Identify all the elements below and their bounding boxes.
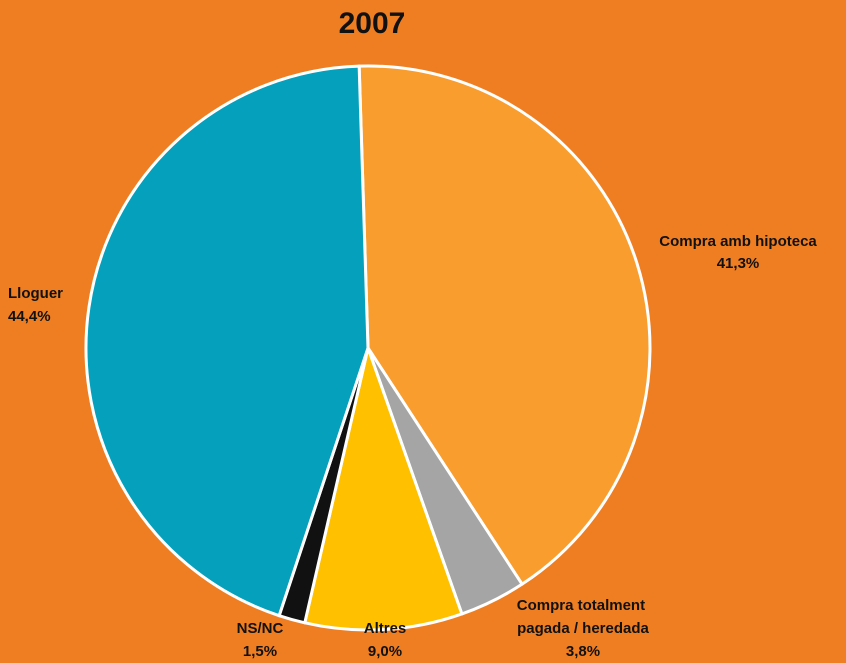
pie-slice-altres — [303, 346, 464, 632]
pie-slices — [84, 64, 652, 632]
slice-label-compra-amb-hipoteca-value: 41,3% — [717, 255, 760, 272]
slice-label-compra-totalment-value: 3,8% — [566, 643, 600, 660]
slice-label-altres-value: 9,0% — [368, 643, 402, 660]
slice-label-compra-amb-hipoteca-name: Compra amb hipoteca — [659, 233, 817, 250]
pie-slice-compra-amb-hipoteca — [357, 64, 652, 586]
slice-label-altres-name: Altres — [364, 620, 407, 637]
pie-slice-lloguer — [84, 64, 370, 618]
slice-label-lloguer-name: Lloguer — [8, 285, 63, 302]
slice-label-compra-totalment-name: Compra totalment pagada / heredada — [517, 597, 650, 637]
chart-title: 2007 — [339, 7, 406, 40]
slice-label-nsnc-value: 1,5% — [243, 643, 277, 660]
slice-label-nsnc-name: NS/NC — [237, 620, 284, 637]
slice-label-lloguer-value: 44,4% — [8, 308, 51, 325]
